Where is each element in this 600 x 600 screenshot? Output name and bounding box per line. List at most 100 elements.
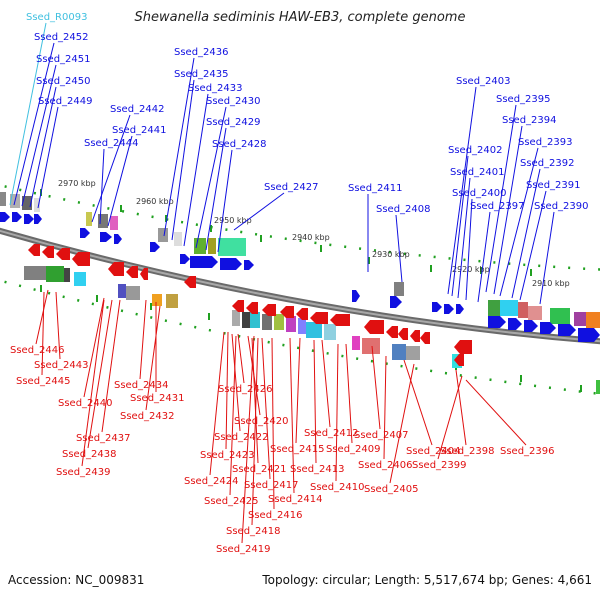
major-tick	[96, 295, 98, 302]
forward-gene-arrow	[150, 242, 160, 252]
reverse-gene-label[interactable]: Ssed_2431	[130, 393, 185, 404]
reverse-gene-label[interactable]: Ssed_2434	[114, 380, 169, 391]
reverse-gene-label[interactable]: Ssed_2423	[200, 450, 255, 461]
forward-gene-label[interactable]: Ssed_2442	[110, 104, 165, 115]
cog-block	[152, 294, 162, 306]
reverse-gene-arrow	[420, 332, 430, 344]
reverse-gene-label[interactable]: Ssed_2440	[58, 398, 113, 409]
forward-gene-label[interactable]: Ssed_2430	[206, 96, 261, 107]
forward-gene-label[interactable]: Ssed_2411	[348, 183, 403, 194]
reverse-gene-label[interactable]: Ssed_2416	[248, 510, 303, 521]
reverse-gene-label[interactable]: Ssed_2443	[34, 360, 89, 371]
forward-gene-label[interactable]: Ssed_2436	[174, 47, 229, 58]
reverse-gene-label[interactable]: Ssed_2422	[214, 432, 269, 443]
forward-leader-line	[195, 106, 227, 249]
reverse-gene-label[interactable]: Ssed_2439	[56, 467, 111, 478]
reverse-gene-label[interactable]: Ssed_2413	[290, 464, 345, 475]
forward-gene-label[interactable]: Ssed_2408	[376, 204, 431, 215]
forward-gene-label[interactable]: Ssed_2394	[502, 115, 557, 126]
forward-gene-label[interactable]: Ssed_2392	[520, 158, 575, 169]
reverse-gene-label[interactable]: Ssed_2412	[304, 428, 359, 439]
forward-gene-label[interactable]: Ssed_2433	[188, 83, 243, 94]
reverse-gene-label[interactable]: Ssed_2425	[204, 496, 259, 507]
forward-gene-label[interactable]: Ssed_2397	[470, 201, 525, 212]
forward-gene-label[interactable]: Ssed_2427	[264, 182, 319, 193]
cog-block	[392, 344, 406, 360]
reverse-gene-label[interactable]: Ssed_2426	[218, 384, 273, 395]
forward-gene-label[interactable]: Ssed_2390	[534, 201, 589, 212]
reverse-leader-line	[455, 369, 467, 446]
forward-gene-label[interactable]: Ssed_2403	[456, 76, 511, 87]
forward-leader-line	[499, 147, 539, 297]
rna-gene-label[interactable]: Ssed_R0093	[26, 12, 87, 23]
forward-gene-arrow	[578, 328, 600, 342]
reverse-leader-line	[41, 291, 45, 376]
reverse-gene-label[interactable]: Ssed_2407	[354, 430, 409, 441]
gene-arrows	[0, 212, 600, 366]
cog-block	[166, 294, 178, 308]
reverse-leader-line	[55, 291, 61, 360]
reverse-gene-label[interactable]: Ssed_2432	[120, 411, 175, 422]
reverse-gene-arrow	[184, 276, 196, 288]
forward-gene-label[interactable]: Ssed_2428	[212, 139, 267, 150]
reverse-gene-label[interactable]: Ssed_2420	[234, 416, 289, 427]
reverse-gene-label[interactable]: Ssed_2438	[62, 449, 117, 460]
forward-gene-label[interactable]: Ssed_2391	[526, 180, 581, 191]
forward-gene-label[interactable]: Ssed_2395	[496, 94, 551, 105]
reverse-gene-label[interactable]: Ssed_2404	[406, 446, 461, 457]
reverse-leader-line	[371, 345, 381, 430]
inner-tick-row	[0, 279, 600, 396]
forward-gene-label[interactable]: Ssed_2435	[174, 69, 229, 80]
forward-gene-label[interactable]: Ssed_2402	[448, 145, 503, 156]
reverse-gene-label[interactable]: Ssed_2418	[226, 526, 281, 537]
label-leader-lines	[9, 22, 555, 544]
reverse-gene-label[interactable]: Ssed_2405	[364, 484, 419, 495]
cog-block	[232, 310, 240, 326]
cog-block	[488, 300, 500, 316]
reverse-gene-label[interactable]: Ssed_2398	[440, 446, 495, 457]
reverse-gene-label[interactable]: Ssed_2419	[216, 544, 271, 555]
reverse-leader-line	[383, 355, 387, 460]
reverse-gene-label[interactable]: Ssed_2445	[16, 376, 71, 387]
reverse-gene-label[interactable]: Ssed_2437	[76, 433, 131, 444]
cog-block	[24, 266, 46, 280]
cog-block	[518, 302, 528, 318]
reverse-gene-label[interactable]: Ssed_2417	[244, 480, 299, 491]
reverse-leader-line	[229, 335, 237, 496]
reverse-gene-label[interactable]: Ssed_2446	[10, 345, 65, 356]
forward-gene-label[interactable]: Ssed_2452	[34, 32, 89, 43]
reverse-gene-label[interactable]: Ssed_2406	[358, 460, 413, 471]
forward-gene-arrow	[390, 296, 402, 308]
scale-label: 2970 kbp	[58, 179, 96, 188]
reverse-leader-line	[289, 337, 295, 494]
cog-block	[218, 238, 246, 256]
major-tick	[580, 385, 582, 392]
reverse-leader-line	[139, 299, 147, 380]
forward-gene-label[interactable]: Ssed_2451	[36, 54, 91, 65]
forward-gene-label[interactable]: Ssed_2400	[452, 188, 507, 199]
forward-gene-label[interactable]: Ssed_2441	[112, 125, 167, 136]
reverse-gene-arrow	[140, 268, 148, 280]
forward-gene-label[interactable]: Ssed_2401	[450, 167, 505, 178]
reverse-gene-label[interactable]: Ssed_2414	[268, 494, 323, 505]
reverse-gene-label[interactable]: Ssed_2424	[184, 476, 239, 487]
reverse-gene-label[interactable]: Ssed_2415	[270, 444, 325, 455]
forward-gene-label[interactable]: Ssed_2393	[518, 137, 573, 148]
forward-gene-arrow	[244, 260, 254, 270]
reverse-gene-label[interactable]: Ssed_2410	[310, 482, 365, 493]
forward-gene-label[interactable]: Ssed_2444	[84, 138, 139, 149]
reverse-gene-label[interactable]: Ssed_2396	[500, 446, 555, 457]
reverse-gene-label[interactable]: Ssed_2399	[412, 460, 467, 471]
reverse-leader-line	[465, 379, 527, 446]
cog-block	[274, 314, 284, 330]
forward-gene-arrow	[488, 316, 506, 328]
forward-gene-arrow	[12, 212, 22, 222]
reverse-gene-label[interactable]: Ssed_2421	[232, 464, 287, 475]
forward-gene-arrow	[558, 324, 576, 336]
cog-block	[22, 196, 32, 210]
forward-gene-label[interactable]: Ssed_2450	[36, 76, 91, 87]
forward-gene-label[interactable]: Ssed_2429	[206, 117, 261, 128]
forward-gene-label[interactable]: Ssed_2449	[38, 96, 93, 107]
gene-labels[interactable]: Ssed_2452 Ssed_2451 Ssed_2450 Ssed_2449 Ssed…	[10, 12, 589, 555]
reverse-gene-label[interactable]: Ssed_2409	[326, 444, 381, 455]
